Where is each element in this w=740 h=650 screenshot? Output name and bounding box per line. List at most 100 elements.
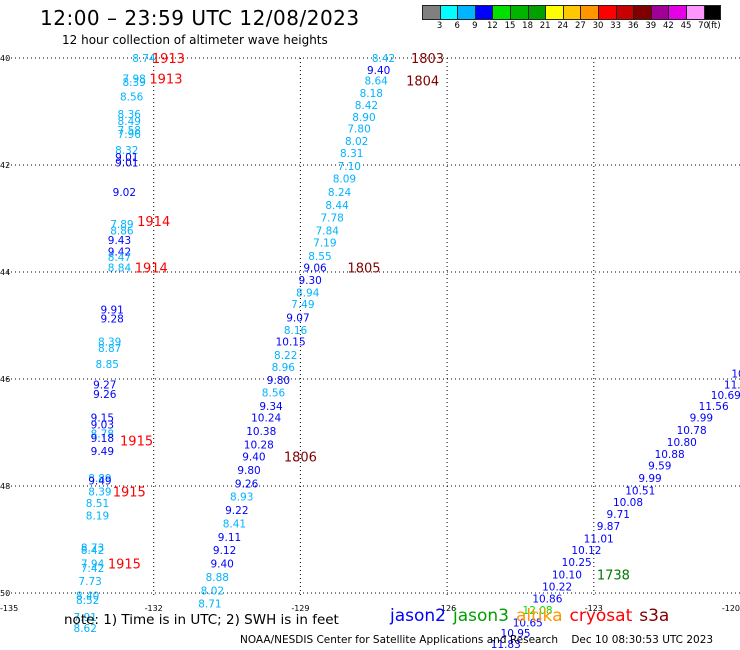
color-swatch: [492, 5, 510, 20]
longitude-label: -135: [0, 604, 18, 613]
wave-height-value: 8.44: [325, 200, 349, 212]
wave-height-value: 8.90: [352, 112, 375, 124]
wave-height-value: 8.42: [372, 53, 395, 65]
satellite-legend: jason2 jason3 altika cryosat s3a: [390, 606, 676, 626]
wave-height-value: 10.08: [613, 497, 643, 509]
wave-height-value: 8.40: [76, 591, 99, 603]
wave-height-value: 9.71: [607, 509, 630, 521]
wave-height-value: 7.89: [110, 219, 133, 231]
latitude-label: 42: [0, 161, 10, 170]
wave-height-value: 10.69: [711, 390, 740, 402]
color-scale-label: 12: [486, 21, 498, 31]
wave-height-value: 8.31: [340, 148, 363, 160]
wave-height-value: 8.41: [223, 518, 246, 530]
wave-height-value: 7.49: [291, 299, 314, 311]
wave-height-values: 8.747.988.398.568.368.497.587.968.329.01…: [74, 53, 740, 650]
pass-time-label: 1915: [120, 435, 153, 450]
longitude-label: -129: [291, 604, 309, 613]
wave-height-value: 11.83: [491, 639, 521, 650]
wave-height-value: 11.56: [699, 401, 729, 413]
wave-height-value: 8.73: [81, 543, 104, 555]
color-swatch: [685, 5, 704, 20]
wave-height-value: 10.25: [562, 557, 592, 569]
color-swatch: [650, 5, 669, 20]
wave-height-value: 8.02: [345, 136, 368, 148]
wave-height-value: 10.38: [246, 426, 276, 438]
latitude-label: 50: [0, 589, 10, 598]
pass-time-label: 1738: [597, 568, 630, 583]
wave-height-value: 7.94: [81, 559, 105, 571]
wave-height-value: 7.10: [338, 161, 361, 173]
wave-height-value: 8.64: [364, 75, 388, 87]
pass-time-label: 1915: [113, 485, 146, 500]
wave-height-value: 7.98: [122, 73, 145, 85]
wave-height-value: 9.26: [93, 389, 117, 401]
wave-height-value: 8.51: [86, 498, 109, 510]
color-scale-label: 45: [680, 21, 692, 31]
wave-height-value: 8.49: [118, 116, 141, 128]
color-swatch: [527, 5, 546, 20]
satellite-legend-jason2: jason2: [390, 606, 446, 626]
wave-height-value: 9.40: [242, 452, 265, 464]
wave-height-value: 8.78: [91, 429, 114, 441]
pass-time-label: 1914: [137, 215, 170, 230]
pass-time-label: 1804: [406, 74, 439, 89]
color-swatch: [615, 5, 634, 20]
latitude-label: 46: [0, 375, 10, 384]
units-note: note: 1) Time is in UTC; 2) SWH is in fe…: [64, 612, 339, 628]
wave-height-value: 9.15: [91, 413, 114, 425]
color-scale-swatches: [422, 5, 740, 20]
pass-time-label: 1806: [284, 451, 317, 466]
wave-height-value: 9.59: [648, 461, 671, 473]
map-grid-labels: 40 42 44 46 48 50 -135 -132 -129 -126 -123 -120: [0, 54, 740, 613]
wave-height-value: 9.80: [267, 375, 290, 387]
wave-height-value: 8.56: [262, 387, 286, 399]
color-scale-label: 18: [522, 21, 534, 31]
wave-height-value: 10.86: [532, 593, 562, 605]
satellite-legend-s3a: s3a: [639, 606, 670, 626]
wave-height-value: 7.91: [74, 612, 97, 624]
pass-time-label: 1913: [149, 72, 182, 87]
color-swatch: [668, 5, 686, 20]
longitude-label: -120: [722, 604, 740, 613]
color-swatch: [439, 5, 458, 20]
wave-height-value: 10.95: [501, 628, 531, 640]
wave-height-value: 8.87: [98, 343, 121, 355]
latitude-label: 40: [0, 54, 10, 63]
color-scale-label: 27: [574, 21, 586, 31]
color-scale-label: 21: [539, 21, 551, 31]
wave-height-value: 7.96: [118, 129, 142, 141]
wave-height-value: 9.07: [286, 312, 309, 324]
wave-height-value: 7.19: [313, 238, 336, 250]
wave-height-value: 9.87: [597, 521, 620, 533]
wave-height-value: 8.42: [355, 100, 378, 112]
pass-time-label: 1913: [152, 52, 185, 67]
wave-height-value: 8.52: [76, 595, 99, 607]
wave-height-value: 9.43: [108, 235, 131, 247]
color-swatch: [422, 5, 440, 20]
wave-height-value: 9.49: [91, 446, 114, 458]
wave-height-value: 8.88: [206, 572, 229, 584]
color-swatch: [580, 5, 598, 20]
wave-height-value: 9.40: [367, 65, 390, 77]
wave-height-value: 9.28: [100, 314, 123, 326]
wave-height-value: 12.08: [523, 605, 553, 617]
longitude-label: -132: [145, 604, 163, 613]
wave-height-value: 8.93: [230, 492, 253, 504]
pass-time-label: 1914: [135, 262, 168, 277]
wave-height-value: 8.32: [115, 145, 138, 157]
pass-time-label: 1805: [347, 262, 380, 277]
wave-height-value: 9.42: [108, 247, 131, 259]
wave-height-value: 7.84: [316, 225, 340, 237]
wave-height-value: 8.94: [296, 287, 320, 299]
wave-height-value: 8.85: [96, 359, 119, 371]
color-scale-label: 15: [504, 21, 516, 31]
wave-height-value: 10.10: [552, 569, 582, 581]
color-swatch: [545, 5, 563, 20]
wave-height-value: 9.22: [225, 505, 248, 517]
wave-height-value: 8.16: [284, 325, 308, 337]
wave-height-value: 9.34: [259, 401, 283, 413]
wave-height-value: 9.01: [115, 152, 138, 164]
wave-height-value: 10: [731, 369, 740, 381]
